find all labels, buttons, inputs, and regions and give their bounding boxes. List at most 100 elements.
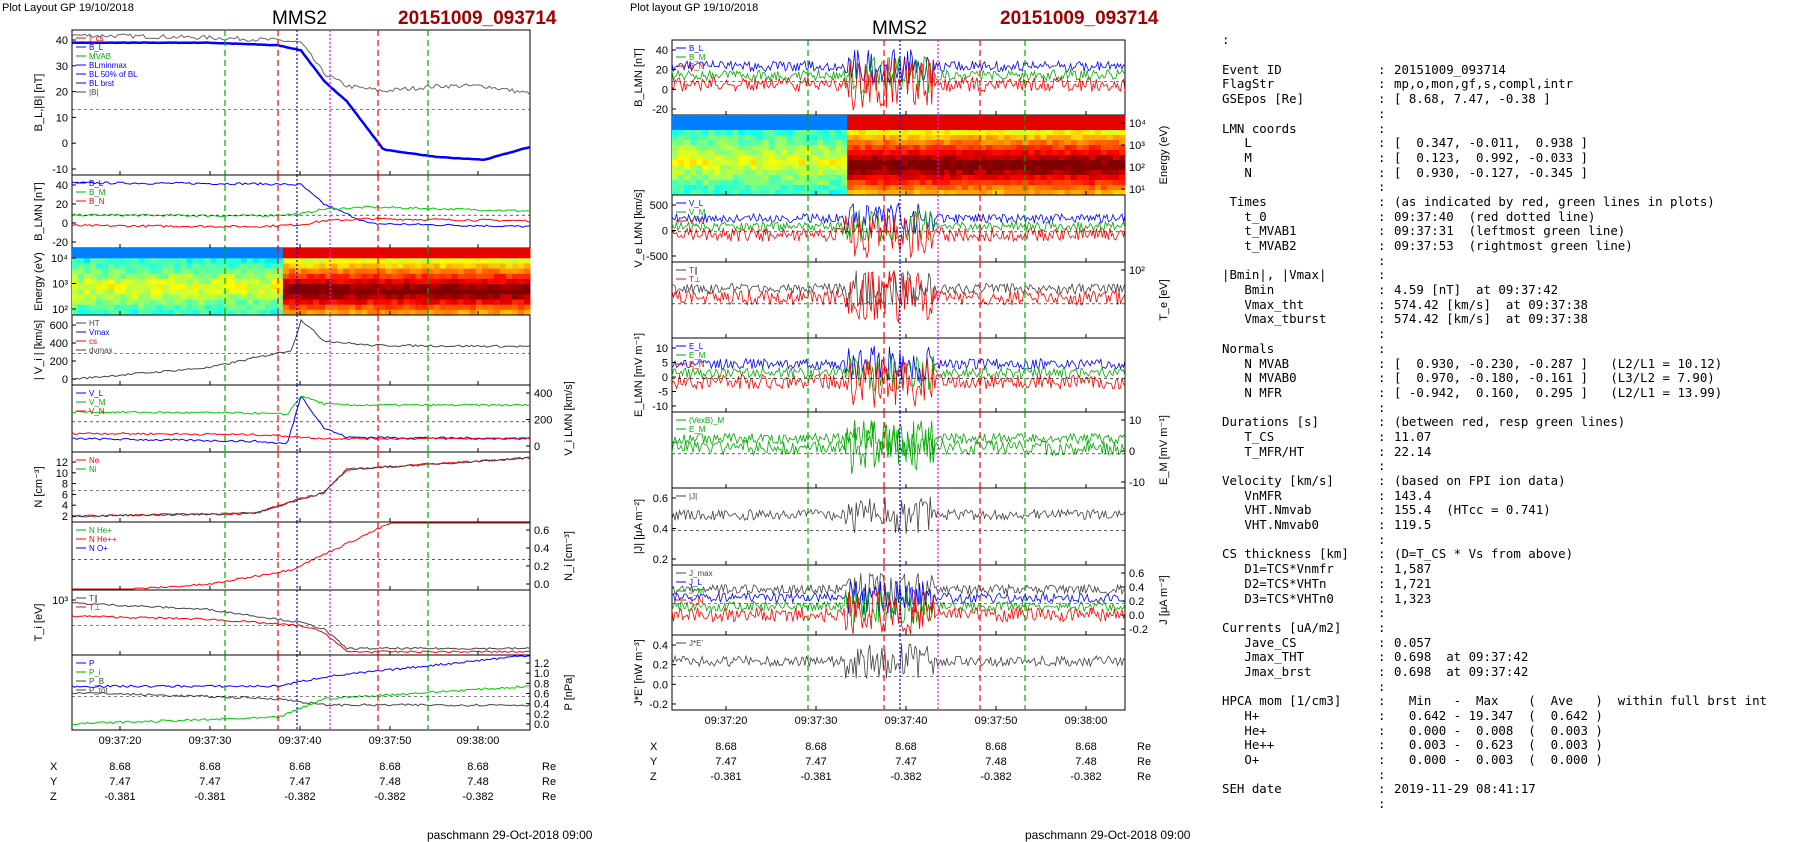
spectrogram-cell xyxy=(192,253,199,259)
spectrogram-cell xyxy=(90,273,97,280)
spectrogram-cell xyxy=(943,180,951,186)
spectrogram-cell xyxy=(1052,190,1059,196)
spectrogram-cell xyxy=(96,253,103,259)
info-colon: : xyxy=(1378,91,1386,107)
spectrogram-cell xyxy=(980,185,987,191)
spectrogram-cell xyxy=(517,304,525,311)
spectrogram-cell xyxy=(696,180,703,186)
spectrogram-cell xyxy=(1112,140,1120,146)
spectrogram-cell xyxy=(216,309,224,316)
spectrogram-cell xyxy=(295,273,302,280)
spectrogram-cell xyxy=(901,165,908,171)
spectrogram-cell xyxy=(780,185,788,191)
spectrogram-cell xyxy=(1100,135,1108,141)
spectrogram-cell xyxy=(750,150,757,156)
spectrogram-cell xyxy=(835,190,842,196)
y-axis-label: Energy (eV) xyxy=(1158,126,1170,185)
spectrogram-cell xyxy=(421,273,428,280)
spectrogram-cell xyxy=(720,160,727,166)
spectrogram-cell xyxy=(804,120,812,126)
spectrogram-cell xyxy=(451,278,459,285)
series-line xyxy=(671,270,1126,308)
spectrogram-cell xyxy=(367,289,374,295)
info-colon: : xyxy=(1378,546,1386,562)
legend-entry: T⊥ xyxy=(689,275,701,284)
spectrogram-cell xyxy=(798,190,806,196)
info-row: : xyxy=(1222,532,1792,548)
spectrogram-cell xyxy=(684,140,691,146)
spectrogram-cell xyxy=(1112,135,1120,141)
spectrogram-cell xyxy=(373,268,380,275)
spectrogram-cell xyxy=(295,289,302,295)
spectrogram-cell xyxy=(385,253,392,259)
spectrogram-cell xyxy=(276,258,284,264)
legend-entry: |B| xyxy=(89,88,99,97)
spectrogram-cell xyxy=(337,253,344,259)
spectrogram-cell xyxy=(186,294,193,301)
spectrogram-cell xyxy=(1112,115,1120,121)
spectrogram-cell xyxy=(708,145,715,151)
spectrogram-cell xyxy=(895,190,902,196)
spectrogram-cell xyxy=(524,253,531,259)
spectrogram-cell xyxy=(1034,190,1041,196)
spectrogram-cell xyxy=(162,248,169,254)
spectrogram-cell xyxy=(986,125,993,131)
spectrogram-cell xyxy=(949,185,957,191)
spectrogram-cell xyxy=(234,299,242,306)
spectrogram-cell xyxy=(672,160,679,166)
spectrogram-cell xyxy=(385,268,392,275)
info-colon: : xyxy=(1378,487,1386,503)
spectrogram-cell xyxy=(714,190,721,196)
spectrogram-cell xyxy=(481,284,489,290)
spectrogram-cell xyxy=(786,180,794,186)
spectrogram-cell xyxy=(343,294,350,301)
spectrogram-cell xyxy=(1028,140,1035,146)
spectrogram-cell xyxy=(841,120,848,126)
spectrogram-cell xyxy=(817,165,824,171)
mid-event-title: 20151009_093714 xyxy=(1000,8,1159,29)
spectrogram-cell xyxy=(961,155,969,161)
info-label: GSEpos [Re] xyxy=(1222,91,1305,107)
spectrogram-cell xyxy=(349,309,356,316)
spectrogram-cell xyxy=(198,309,206,316)
spectrogram-cell xyxy=(702,170,709,176)
spectrogram-cell xyxy=(415,253,422,259)
y-tick-label: 0.2 xyxy=(1129,596,1144,608)
spectrogram-cell xyxy=(258,294,266,301)
info-row: Times: (as indicated by red, green lines … xyxy=(1222,194,1792,210)
spectrogram-cell xyxy=(1052,180,1059,186)
spectrogram-cell xyxy=(937,165,945,171)
spectrogram-cell xyxy=(415,278,422,285)
spectrogram-cell xyxy=(1064,165,1072,171)
spectrogram-cell xyxy=(240,258,248,264)
spectrogram-cell xyxy=(992,160,999,166)
spectrogram-cell xyxy=(1034,145,1041,151)
y-tick-label: 2 xyxy=(62,511,68,523)
spectrogram-cell xyxy=(696,165,703,171)
spectrogram-cell xyxy=(415,304,422,311)
legend-entry: T∥ xyxy=(89,594,98,603)
spectrogram-cell xyxy=(684,170,691,176)
spectrogram-cell xyxy=(702,140,709,146)
info-row: Normals: xyxy=(1222,341,1792,357)
spectrogram-cell xyxy=(931,135,939,141)
spectrogram-cell xyxy=(798,165,806,171)
spectrogram-cell xyxy=(768,190,776,196)
spectrogram-cell xyxy=(524,309,531,316)
y-tick-label: -20 xyxy=(52,237,68,249)
spectrogram-cell xyxy=(192,268,199,275)
spectrogram-cell xyxy=(415,263,422,270)
spectrogram-cell xyxy=(168,278,175,285)
spectrogram-cell xyxy=(732,165,739,171)
spectrogram-cell xyxy=(84,268,91,275)
spectrogram-cell xyxy=(343,258,350,264)
y-tick-label: 0 xyxy=(662,84,668,96)
spectrogram-cell xyxy=(1088,145,1096,151)
spectrogram-cell xyxy=(847,145,854,151)
y-axis-label: | V_i | [km/s] xyxy=(33,320,45,380)
spectrogram-cell xyxy=(696,140,703,146)
spectrogram-cell xyxy=(841,190,848,196)
spectrogram-cell xyxy=(78,258,85,264)
spectrogram-cell xyxy=(228,294,236,301)
